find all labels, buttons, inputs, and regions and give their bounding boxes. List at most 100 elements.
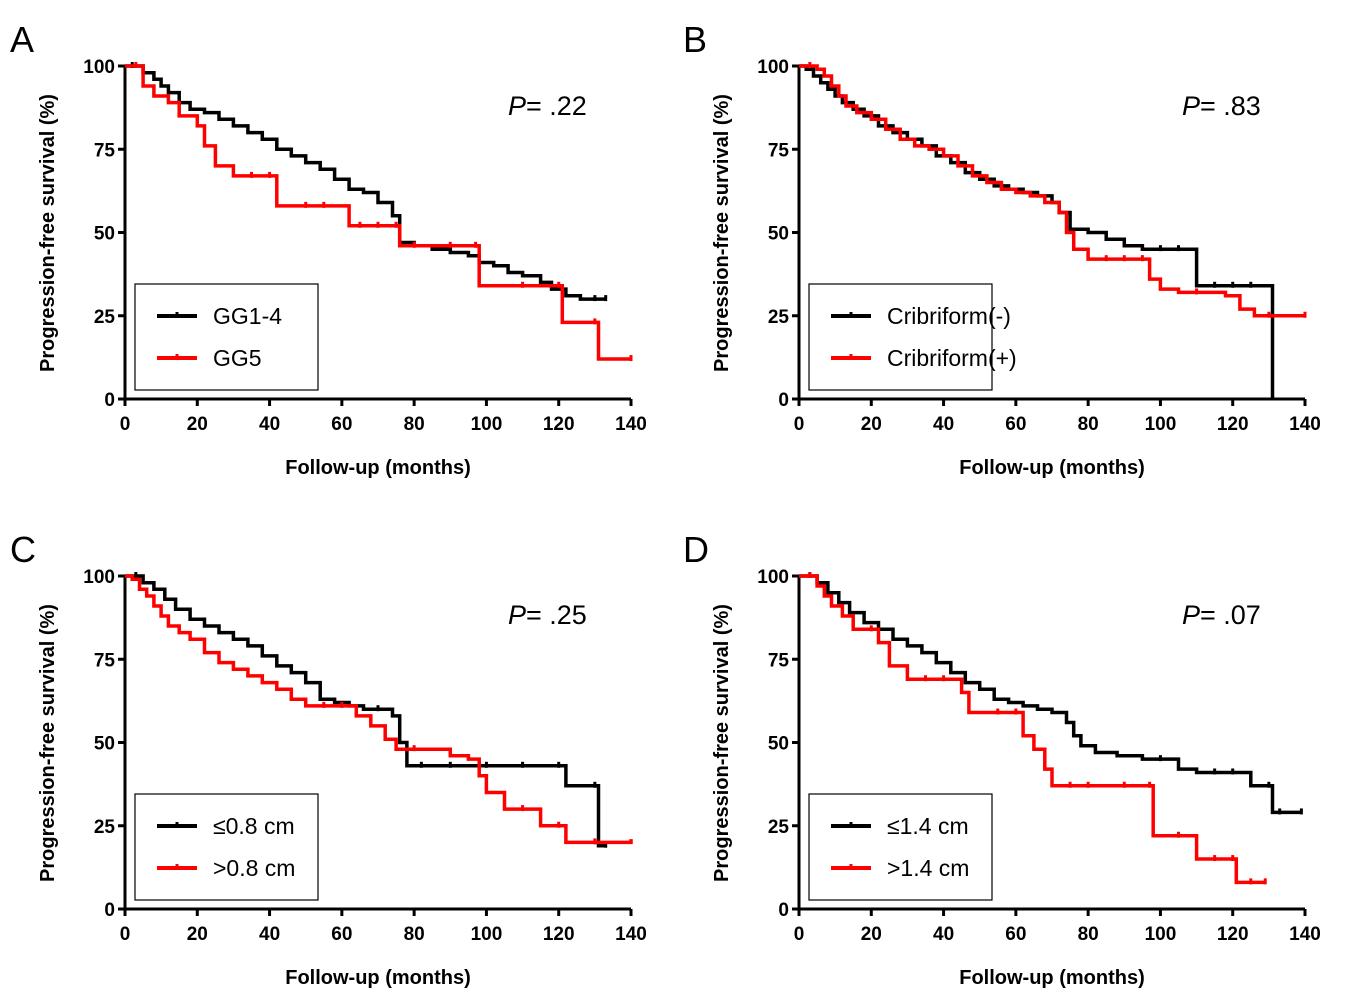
legend-box: [134, 793, 319, 901]
y-tick-label: 100: [83, 567, 115, 588]
x-tick-label: 0: [794, 414, 805, 435]
survival-curve-2: [125, 64, 631, 361]
x-tick-label: 40: [259, 414, 280, 435]
y-axis-title: Progression-free survival (%): [711, 604, 733, 882]
legend-label-2: Cribriform(+): [887, 345, 1017, 371]
y-tick-label: 75: [768, 140, 790, 161]
legend-label-2: >1.4 cm: [887, 855, 969, 881]
p-value-label: P= .25: [508, 600, 587, 630]
x-tick-label: 140: [615, 924, 647, 945]
y-tick-label: 75: [94, 650, 116, 671]
p-symbol: P: [508, 91, 526, 121]
y-tick-label: 50: [94, 224, 115, 245]
panel-d: D Progression-free survival (%) Follow-u…: [683, 529, 1321, 989]
legend-label-1: ≤0.8 cm: [213, 813, 295, 839]
y-tick-label: 0: [778, 900, 789, 921]
x-tick-label: 40: [259, 924, 280, 945]
x-tick-label: 60: [331, 414, 352, 435]
survival-curve-1: [799, 574, 1302, 815]
survival-curve-1: [125, 574, 606, 848]
p-value-label: P= .07: [1182, 600, 1261, 630]
x-tick-label: 140: [1289, 414, 1321, 435]
x-tick-label: 140: [1289, 924, 1321, 945]
p-value: = .25: [526, 600, 587, 630]
y-tick-label: 0: [104, 900, 115, 921]
x-tick-label: 80: [404, 924, 425, 945]
x-tick-label: 120: [543, 414, 575, 435]
y-axis-title: Progression-free survival (%): [37, 94, 59, 372]
p-symbol: P: [1182, 600, 1200, 630]
x-tick-label: 120: [1217, 414, 1249, 435]
x-tick-label: 60: [1005, 414, 1026, 435]
panel-a: A Progression-free survival (%) Follow-u…: [10, 19, 647, 479]
y-tick-label: 0: [104, 390, 115, 411]
x-axis-title: Follow-up (months): [959, 967, 1145, 989]
x-tick-label: 40: [933, 414, 954, 435]
p-value: = .07: [1200, 600, 1261, 630]
y-tick-label: 25: [768, 307, 790, 328]
y-tick-label: 50: [768, 734, 789, 755]
y-tick-label: 75: [94, 140, 116, 161]
x-tick-label: 20: [187, 924, 208, 945]
p-value-label: P= .83: [1182, 91, 1261, 121]
p-value-label: P= .22: [508, 91, 587, 121]
x-tick-label: 100: [1145, 414, 1177, 435]
x-tick-label: 0: [120, 414, 131, 435]
y-tick-label: 100: [757, 567, 789, 588]
x-tick-label: 20: [861, 414, 882, 435]
y-tick-label: 50: [768, 224, 789, 245]
panel-b: B Progression-free survival (%) Follow-u…: [683, 19, 1321, 479]
x-tick-label: 100: [471, 414, 503, 435]
y-tick-label: 25: [768, 817, 790, 838]
y-tick-label: 0: [778, 390, 789, 411]
x-tick-label: 140: [615, 414, 647, 435]
x-tick-label: 20: [861, 924, 882, 945]
panel-letter-d: D: [683, 529, 709, 570]
y-tick-label: 25: [94, 307, 116, 328]
x-axis-title: Follow-up (months): [959, 457, 1145, 479]
legend-label-2: >0.8 cm: [213, 855, 295, 881]
y-tick-label: 100: [757, 57, 789, 78]
p-value: = .83: [1200, 91, 1261, 121]
legend-box: [134, 283, 319, 391]
x-tick-label: 80: [404, 414, 425, 435]
x-tick-label: 100: [471, 924, 503, 945]
y-axis-title: Progression-free survival (%): [37, 604, 59, 882]
survival-curve-2: [125, 574, 633, 845]
p-value: = .22: [526, 91, 587, 121]
x-tick-label: 120: [543, 924, 575, 945]
survival-curve-2: [799, 574, 1266, 885]
legend-box: [808, 793, 993, 901]
x-tick-label: 0: [120, 924, 131, 945]
x-tick-label: 60: [331, 924, 352, 945]
panel-c: C Progression-free survival (%) Follow-u…: [10, 529, 647, 989]
x-tick-label: 80: [1078, 414, 1099, 435]
y-tick-label: 75: [768, 650, 790, 671]
x-tick-label: 0: [794, 924, 805, 945]
survival-curve-1: [125, 64, 606, 301]
x-axis-title: Follow-up (months): [285, 967, 471, 989]
x-axis-title: Follow-up (months): [285, 457, 471, 479]
x-tick-label: 40: [933, 924, 954, 945]
y-tick-label: 50: [94, 734, 115, 755]
p-symbol: P: [508, 600, 526, 630]
y-tick-label: 100: [83, 57, 115, 78]
x-tick-label: 120: [1217, 924, 1249, 945]
legend-label-1: GG1-4: [213, 303, 282, 329]
panel-letter-c: C: [10, 529, 36, 570]
panel-letter-a: A: [10, 19, 34, 60]
legend-label-2: GG5: [213, 345, 262, 371]
x-tick-label: 100: [1145, 924, 1177, 945]
survival-curve-2: [799, 64, 1305, 318]
legend-label-1: Cribriform(-): [887, 303, 1011, 329]
y-tick-label: 25: [94, 817, 116, 838]
x-tick-label: 80: [1078, 924, 1099, 945]
x-tick-label: 60: [1005, 924, 1026, 945]
legend-box: [808, 283, 993, 391]
x-tick-label: 20: [187, 414, 208, 435]
legend-label-1: ≤1.4 cm: [887, 813, 969, 839]
p-symbol: P: [1182, 91, 1200, 121]
y-axis-title: Progression-free survival (%): [711, 94, 733, 372]
panel-letter-b: B: [683, 19, 707, 60]
